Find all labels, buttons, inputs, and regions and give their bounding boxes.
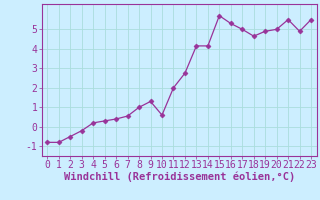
X-axis label: Windchill (Refroidissement éolien,°C): Windchill (Refroidissement éolien,°C) xyxy=(64,172,295,182)
